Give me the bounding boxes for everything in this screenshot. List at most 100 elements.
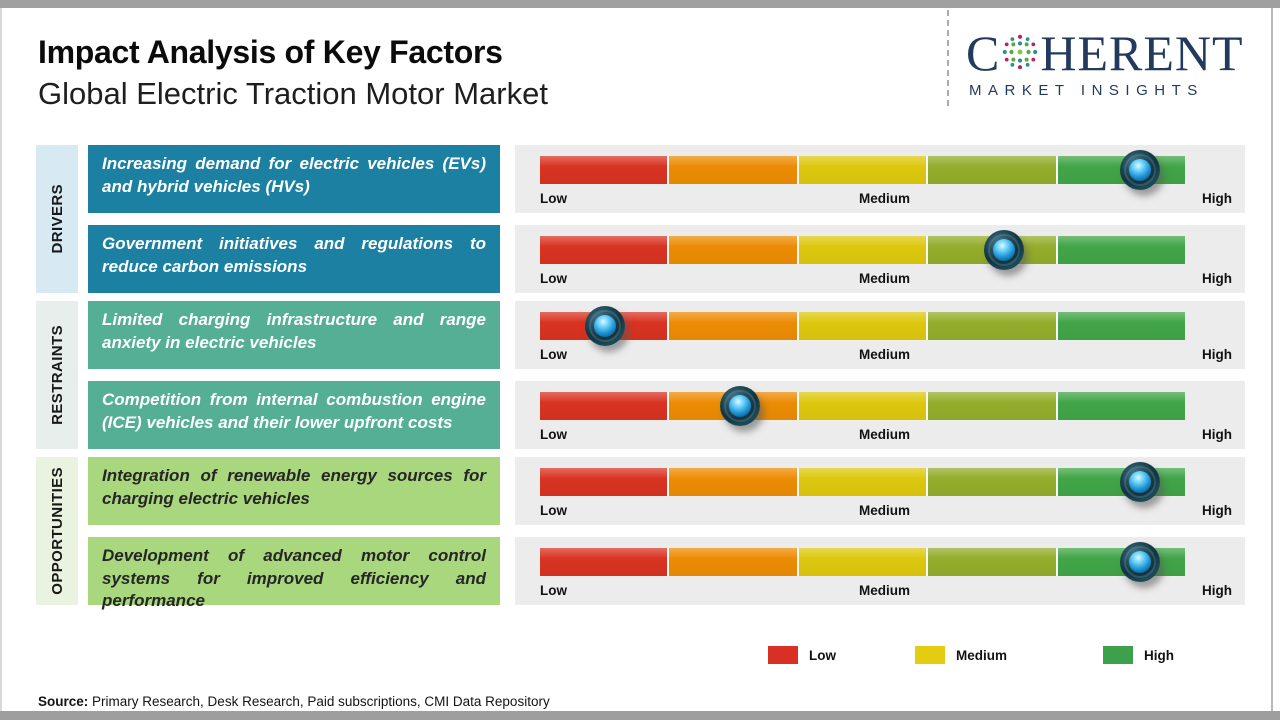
bar-segment <box>928 392 1056 420</box>
legend-item-low: Low <box>768 646 836 664</box>
legend-label-high: High <box>1144 647 1174 663</box>
impact-bar-panel: Low Medium High <box>515 381 1245 449</box>
scale-label-low: Low <box>540 427 567 442</box>
brand-logo: C <box>966 28 1262 99</box>
impact-scale-bar <box>540 306 1186 346</box>
legend-label-medium: Medium <box>956 647 1008 663</box>
scale-label-medium: Medium <box>858 347 910 362</box>
bar-segment <box>540 392 668 420</box>
frame-left-border <box>0 8 2 711</box>
impact-bar-panel: Low Medium High <box>515 457 1245 525</box>
factor-box: Development of advanced motor control sy… <box>88 537 500 610</box>
bar-segment <box>669 548 797 576</box>
factor-box: Increasing demand for electric vehicles … <box>88 145 500 213</box>
bar-segment <box>1057 392 1186 420</box>
bar-segment <box>1057 312 1186 340</box>
legend-swatch-high <box>1103 646 1133 664</box>
scale-label-high: High <box>1201 503 1232 518</box>
factor-group: OPPORTUNITIES Integration of renewable e… <box>36 457 1245 610</box>
scale-label-low: Low <box>540 191 567 206</box>
brand-name-suffix: HERENT <box>1040 25 1244 81</box>
globe-dots-icon <box>1001 29 1039 79</box>
impact-scale-labels: Low Medium High <box>540 271 1232 286</box>
scale-label-low: Low <box>540 271 567 286</box>
group-strip: OPPORTUNITIES <box>36 457 78 605</box>
brand-name: C <box>966 28 1262 78</box>
impact-scale-bar <box>540 542 1186 582</box>
group-label: RESTRAINTS <box>48 325 66 425</box>
bar-segment <box>540 548 668 576</box>
group-label: DRIVERS <box>48 184 66 254</box>
scale-label-low: Low <box>540 347 567 362</box>
factor-group: DRIVERS Increasing demand for electric v… <box>36 145 1245 293</box>
impact-scale-labels: Low Medium High <box>540 503 1232 518</box>
factor-text: Increasing demand for electric vehicles … <box>102 154 486 196</box>
factor-group: RESTRAINTS Limited charging infrastructu… <box>36 301 1245 449</box>
bar-segment <box>798 468 927 496</box>
factor-text: Competition from internal combustion eng… <box>102 390 486 432</box>
impact-scale-bar <box>540 386 1186 426</box>
bar-segment <box>798 236 927 264</box>
factor-box: Limited charging infrastructure and rang… <box>88 301 500 369</box>
factor-row: Integration of renewable energy sources … <box>88 457 1245 525</box>
bar-segment <box>540 468 668 496</box>
legend-item-medium: Medium <box>915 646 1007 664</box>
bar-segment <box>798 156 927 184</box>
factor-text: Development of advanced motor control sy… <box>102 546 486 611</box>
bar-segment <box>798 548 927 576</box>
group-strip: DRIVERS <box>36 145 78 293</box>
impact-scale-bar <box>540 462 1186 502</box>
impact-scale-labels: Low Medium High <box>540 583 1232 598</box>
frame-top-border <box>0 0 1280 8</box>
scale-label-high: High <box>1201 191 1232 206</box>
impact-marker-orb <box>1119 462 1160 502</box>
factor-row: Government initiatives and regulations t… <box>88 225 1245 293</box>
legend-swatch-low <box>768 646 798 664</box>
impact-marker-orb <box>1119 150 1160 190</box>
group-rows: Increasing demand for electric vehicles … <box>88 145 1245 293</box>
impact-bar-panel: Low Medium High <box>515 537 1245 605</box>
scale-label-medium: Medium <box>858 583 910 598</box>
scale-label-low: Low <box>540 583 567 598</box>
bar-segment <box>928 312 1056 340</box>
group-rows: Limited charging infrastructure and rang… <box>88 301 1245 449</box>
impact-scale-labels: Low Medium High <box>540 191 1232 206</box>
bar-segment <box>928 468 1056 496</box>
brand-name-prefix: C <box>966 25 1001 81</box>
scale-label-medium: Medium <box>858 503 910 518</box>
group-rows: Integration of renewable energy sources … <box>88 457 1245 610</box>
impact-scale-bar <box>540 150 1186 190</box>
page-title: Impact Analysis of Key Factors <box>38 34 503 70</box>
scale-label-high: High <box>1201 347 1232 362</box>
logo-separator-line <box>947 10 949 106</box>
factor-box: Integration of renewable energy sources … <box>88 457 500 525</box>
impact-bar-panel: Low Medium High <box>515 301 1245 369</box>
bar-segment <box>798 312 927 340</box>
legend-label-low: Low <box>809 647 836 663</box>
scale-label-low: Low <box>540 503 567 518</box>
frame-right-border <box>1271 8 1273 711</box>
factor-box: Government initiatives and regulations t… <box>88 225 500 293</box>
scale-label-medium: Medium <box>858 271 910 286</box>
bar-segment <box>669 236 797 264</box>
source-label: Source: <box>38 694 89 709</box>
impact-marker-orb <box>984 230 1025 270</box>
legend-swatch-medium <box>915 646 945 664</box>
factors-grid: DRIVERS Increasing demand for electric v… <box>36 145 1245 610</box>
frame-bottom-border <box>0 711 1280 720</box>
bar-segment <box>928 548 1056 576</box>
factor-row: Competition from internal combustion eng… <box>88 381 1245 449</box>
page-subtitle: Global Electric Traction Motor Market <box>38 76 548 111</box>
bar-segment <box>669 156 797 184</box>
impact-scale-labels: Low Medium High <box>540 427 1232 442</box>
impact-bar-panel: Low Medium High <box>515 145 1245 213</box>
scale-label-high: High <box>1201 271 1232 286</box>
scale-label-high: High <box>1201 583 1232 598</box>
impact-marker-orb <box>584 306 625 346</box>
factor-row: Increasing demand for electric vehicles … <box>88 145 1245 213</box>
factor-text: Integration of renewable energy sources … <box>102 466 486 508</box>
impact-bar-panel: Low Medium High <box>515 225 1245 293</box>
bar-segment <box>540 236 668 264</box>
source-text: Primary Research, Desk Research, Paid su… <box>92 694 550 709</box>
legend-item-high: High <box>1103 646 1174 664</box>
